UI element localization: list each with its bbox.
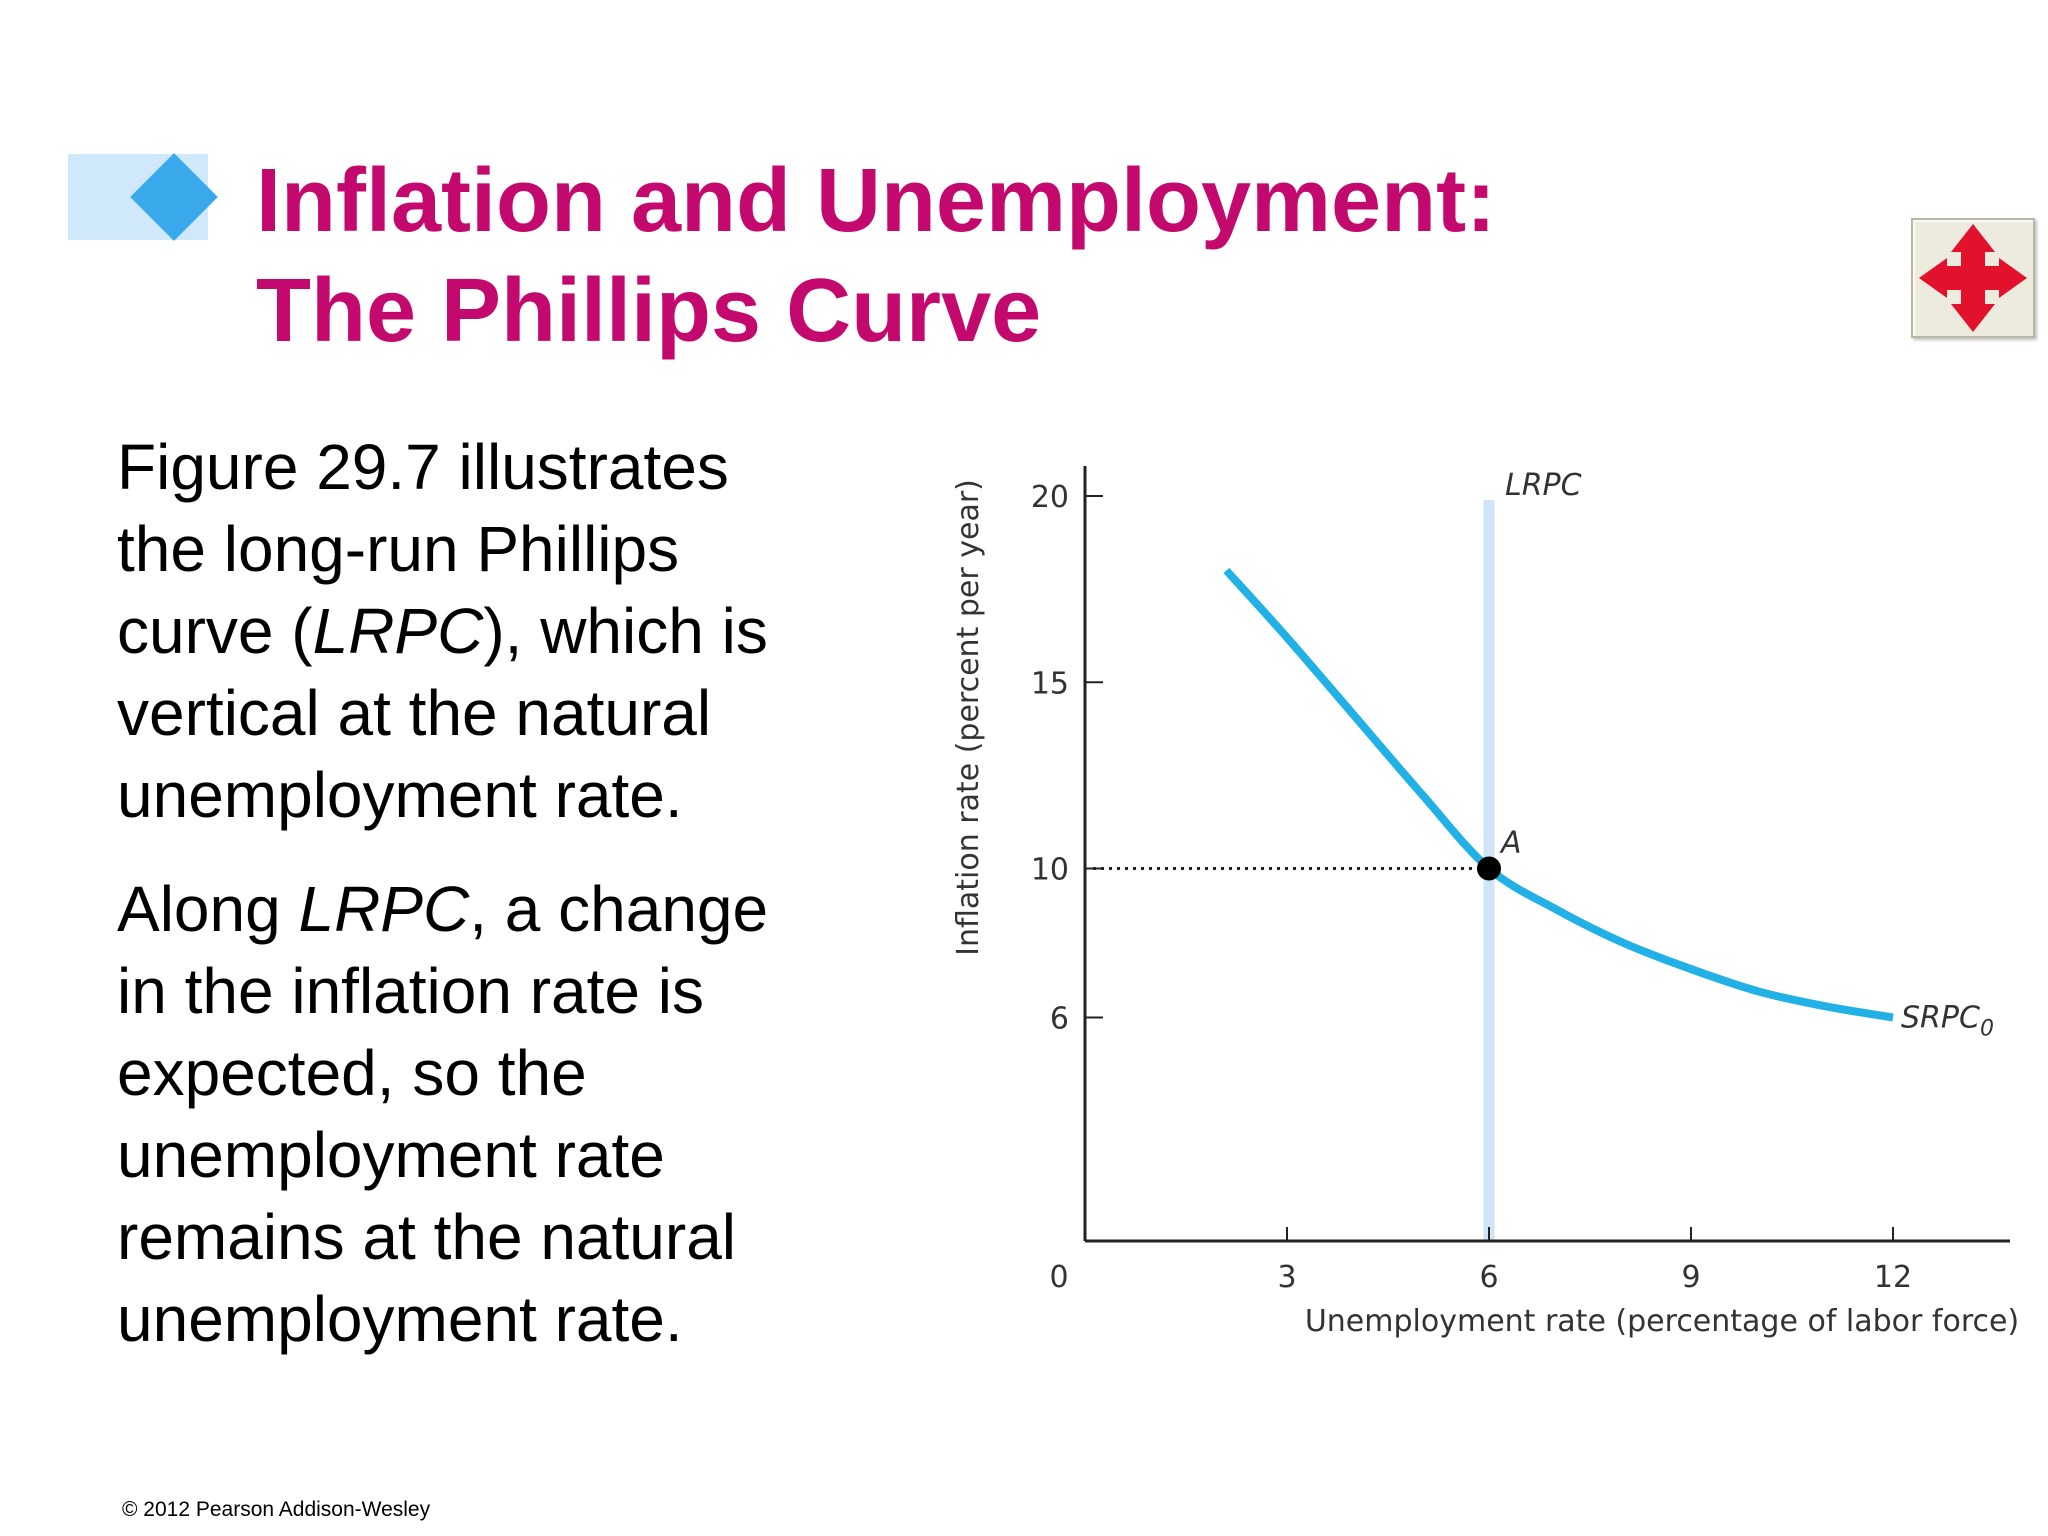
body-text: Figure 29.7 illustrates the long-run Phi… — [117, 426, 837, 1360]
text-run: , a change — [469, 873, 769, 945]
slide-title: Inflation and Unemployment: The Phillips… — [256, 146, 1496, 366]
text-line: vertical at the natural — [117, 677, 712, 749]
x-axis-title: Unemployment rate (percentage of labor f… — [1305, 1304, 2019, 1339]
navigation-button[interactable] — [1911, 218, 2035, 338]
text-line: expected, so the — [117, 1037, 587, 1109]
paragraph-along-lrpc: Along LRPC, a change in the inflation ra… — [117, 868, 837, 1360]
x-tick-label-12: 12 — [1874, 1260, 1912, 1295]
copyright-text: © 2012 Pearson Addison-Wesley — [122, 1498, 431, 1521]
text-run: curve ( — [117, 595, 313, 667]
text-run-italic: LRPC — [312, 595, 484, 667]
point-a — [1477, 856, 1501, 881]
x-tick-label-3: 3 — [1277, 1260, 1296, 1295]
x-tick-label-6: 6 — [1479, 1260, 1498, 1295]
text-line: in the inflation rate is — [117, 955, 704, 1027]
text-line: unemployment rate. — [117, 1283, 683, 1355]
text-line: Figure 29.7 illustrates — [117, 431, 729, 503]
text-line: unemployment rate. — [117, 759, 683, 831]
y-tick-label-20: 20 — [1031, 480, 1069, 515]
paragraph-lrpc-definition: Figure 29.7 illustrates the long-run Phi… — [117, 426, 837, 836]
y-axis-title: Inflation rate (percent per year) — [951, 479, 986, 956]
point-a-label: A — [1499, 826, 1522, 861]
text-line: unemployment rate — [117, 1119, 665, 1191]
y-tick-label-10: 10 — [1031, 853, 1069, 888]
srpc-curve — [1223, 567, 1894, 1022]
four-way-arrows-icon — [1919, 224, 2027, 332]
text-line: curve (LRPC), which is — [117, 590, 837, 672]
text-run: ), which is — [483, 595, 768, 667]
slide-title-line-2: The Phillips Curve — [256, 261, 1042, 361]
srpc-label-name: SRPC — [1901, 1001, 1980, 1036]
x-tick-label-9: 9 — [1681, 1260, 1700, 1295]
srpc-label-subscript: 0 — [1980, 1017, 1994, 1042]
lrpc-label: LRPC — [1505, 468, 1582, 503]
slide-title-line-1: Inflation and Unemployment: — [256, 151, 1497, 251]
text-line: the long-run Phillips — [117, 513, 680, 585]
text-run-italic: LRPC — [298, 873, 470, 945]
text-run: Along — [117, 873, 299, 945]
srpc-label: SRPC0 — [1901, 1001, 1994, 1042]
text-line: remains at the natural — [117, 1201, 736, 1273]
text-line: Along LRPC, a change — [117, 868, 837, 950]
y-tick-label-15: 15 — [1031, 666, 1069, 701]
y-tick-label-6: 6 — [1050, 1002, 1069, 1037]
origin-label: 0 — [1049, 1260, 1068, 1295]
